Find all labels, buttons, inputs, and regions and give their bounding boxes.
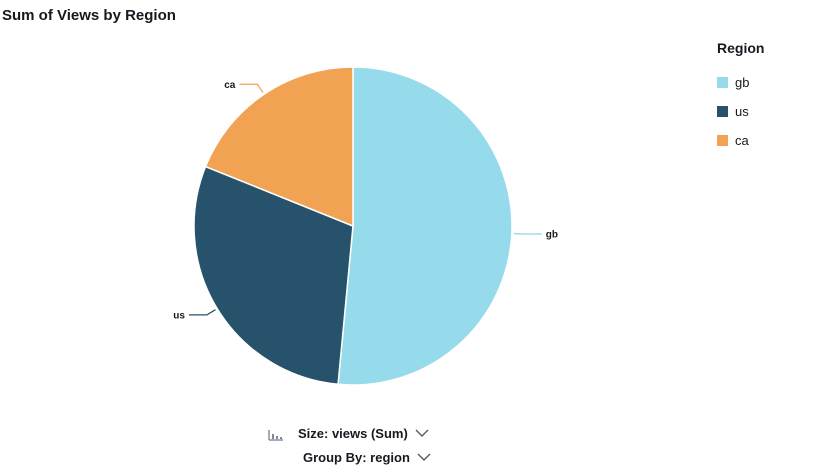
size-field-dropdown[interactable]: Size: views (Sum) [298,426,429,441]
size-field-label: Size: views (Sum) [298,426,408,441]
leader-line-us [188,309,216,316]
legend-label: gb [735,75,750,90]
legend-item-us[interactable]: us [717,97,764,126]
group-by-dropdown[interactable]: Group By: region [303,450,431,465]
chevron-down-icon [415,429,429,437]
legend-label: us [735,104,749,119]
legend-label: ca [735,133,749,148]
slice-label-gb: gb [546,230,558,241]
legend-swatch [717,77,728,88]
slice-label-ca: ca [224,80,236,91]
bar-chart-icon [268,430,283,441]
legend-item-gb[interactable]: gb [717,68,764,97]
pie-slice-us[interactable] [193,165,354,386]
slice-label-us: us [173,310,185,321]
leader-line-ca [239,83,264,93]
group-by-label: Group By: region [303,450,410,465]
legend-swatch [717,106,728,117]
chevron-down-icon [417,453,431,461]
pie-slice-ca[interactable] [204,66,354,228]
pie-slice-gb[interactable] [337,66,513,386]
legend-swatch [717,135,728,146]
legend-title: Region [717,40,765,56]
legend: Region gb us ca [717,40,764,155]
legend-item-ca[interactable]: ca [717,126,764,155]
chart-title: Sum of Views by Region [2,7,176,24]
